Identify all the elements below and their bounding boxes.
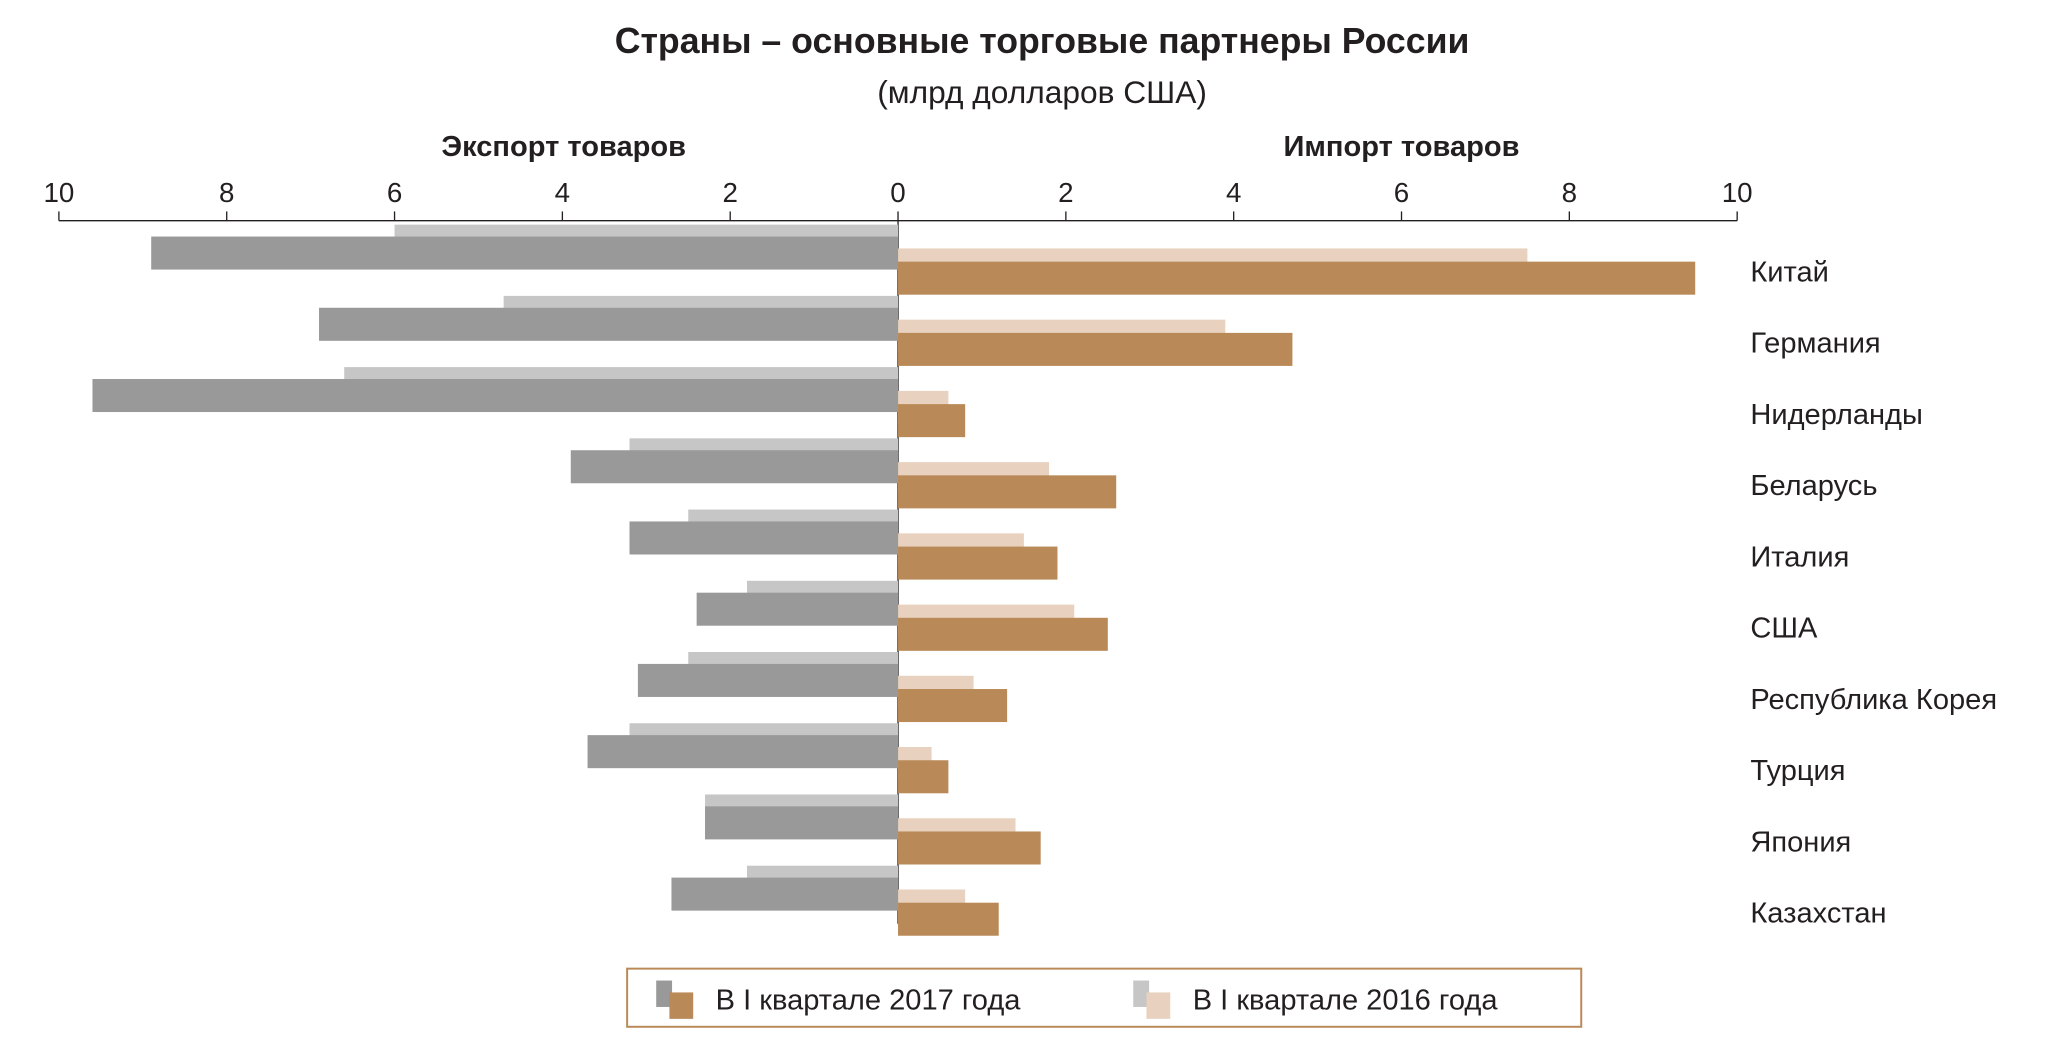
bar-import-2017-1 [898, 332, 1293, 366]
category-label: Италия [1750, 541, 1849, 573]
import-panel-label: Импорт товаров [1284, 131, 1520, 163]
tick-label: 6 [387, 177, 402, 208]
bar-export-2017-4 [629, 521, 899, 555]
bar-export-2017-8 [705, 806, 899, 840]
tick-label: 2 [722, 177, 737, 208]
legend-label-2016: В I квартале 2016 года [1193, 985, 1499, 1017]
tick-label: 8 [1562, 177, 1577, 208]
tick-label: 10 [1722, 177, 1753, 208]
tick-label: 4 [555, 177, 570, 208]
tick-label: 10 [43, 177, 74, 208]
bar-import-2017-8 [898, 831, 1041, 865]
legend-box [626, 967, 1583, 1028]
bars [92, 224, 1696, 936]
tick-label: 2 [1058, 177, 1073, 208]
legend-swatch-2016-export [1133, 980, 1150, 1007]
legend-swatch-2017-import [669, 992, 694, 1019]
bar-export-2017-2 [92, 378, 899, 413]
category-label: Нидерланды [1750, 399, 1923, 431]
legend-label-2017: В I квартале 2017 года [716, 985, 1022, 1017]
bar-export-2017-1 [319, 307, 899, 341]
legend-swatch-2017-export [656, 980, 673, 1007]
export-panel-label: Экспорт товаров [441, 131, 686, 163]
bar-export-2017-7 [587, 735, 899, 769]
bar-import-2017-9 [898, 902, 999, 936]
tick-label: 0 [890, 177, 905, 208]
tick-label: 6 [1394, 177, 1409, 208]
chart-subtitle: (млрд долларов США) [877, 74, 1207, 110]
bar-export-2017-0 [151, 236, 899, 270]
chart-title: Страны – основные торговые партнеры Росс… [615, 21, 1470, 61]
category-label: Китай [1750, 256, 1829, 288]
bar-import-2017-4 [898, 546, 1058, 580]
tick-label: 4 [1226, 177, 1241, 208]
bar-import-2017-7 [898, 760, 949, 794]
category-label: Германия [1750, 328, 1880, 360]
bar-export-2017-6 [637, 663, 899, 697]
bar-import-2017-2 [898, 404, 966, 438]
bar-import-2017-6 [898, 689, 1008, 723]
category-label: Турция [1750, 755, 1845, 787]
legend: В I квартале 2017 года В I квартале 2016… [626, 967, 1583, 1028]
bar-import-2017-3 [898, 475, 1117, 509]
category-label: Республика Корея [1750, 684, 1997, 716]
legend-swatch-2016-import [1146, 992, 1171, 1019]
category-label: США [1750, 613, 1818, 645]
category-label: Казахстан [1750, 898, 1886, 930]
bar-import-2017-0 [898, 261, 1696, 295]
category-label: Япония [1750, 826, 1851, 858]
bar-export-2017-3 [570, 450, 899, 484]
tick-label: 8 [219, 177, 234, 208]
bar-export-2017-5 [696, 592, 899, 626]
category-labels: Китай Германия Нидерланды Беларусь Италия США… [1750, 256, 1997, 929]
bar-import-2017-5 [898, 617, 1108, 651]
bar-export-2017-9 [671, 877, 899, 911]
category-label: Беларусь [1750, 470, 1877, 502]
